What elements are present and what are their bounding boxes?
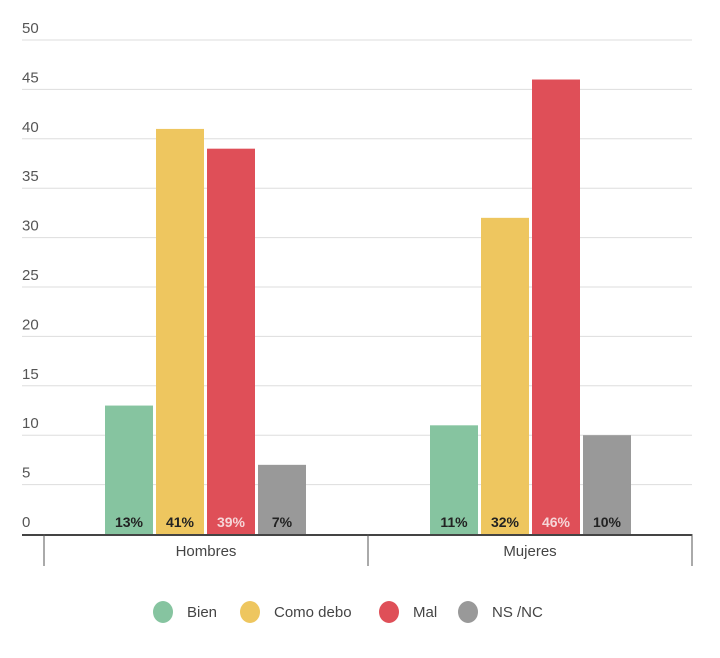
legend-label: Mal: [413, 604, 437, 621]
bar-mal-mujeres: [532, 79, 580, 535]
bar-mal-hombres: [207, 148, 255, 534]
legend-label: Bien: [187, 604, 217, 621]
legend-label: Como debo: [274, 604, 352, 621]
data-label: 32%: [491, 514, 520, 530]
y-tick-label: 15: [22, 366, 39, 383]
y-tick-label: 20: [22, 316, 39, 333]
y-tick-label: 10: [22, 415, 39, 432]
legend-label: NS /NC: [492, 604, 543, 621]
data-label: 46%: [542, 514, 571, 530]
y-tick-label: 35: [22, 168, 39, 185]
bar-ns-nc-mujeres: [583, 435, 631, 534]
data-label: 41%: [166, 514, 195, 530]
data-label: 11%: [440, 514, 468, 530]
y-tick-label: 25: [22, 267, 39, 284]
data-label: 13%: [115, 514, 144, 530]
bar-bien-mujeres: [430, 425, 478, 534]
y-tick-label: 5: [22, 465, 30, 482]
y-tick-label: 0: [22, 514, 30, 531]
x-category-label: Mujeres: [503, 543, 556, 560]
data-label: 10%: [593, 514, 622, 530]
bar-como-debo-hombres: [156, 128, 204, 535]
data-label: 7%: [272, 514, 293, 530]
y-tick-label: 30: [22, 218, 39, 235]
x-category-label: Hombres: [176, 543, 237, 560]
bar-como-debo-mujeres: [481, 217, 529, 534]
legend-marker: [153, 601, 173, 623]
legend-marker: [458, 601, 478, 623]
y-tick-label: 45: [22, 69, 39, 86]
bar-bien-hombres: [105, 405, 153, 534]
data-label: 39%: [217, 514, 246, 530]
bar-ns-nc-hombres: [258, 464, 306, 534]
y-tick-label: 50: [22, 20, 39, 37]
y-tick-label: 40: [22, 119, 39, 136]
legend-marker: [240, 601, 260, 623]
legend-marker: [379, 601, 399, 623]
